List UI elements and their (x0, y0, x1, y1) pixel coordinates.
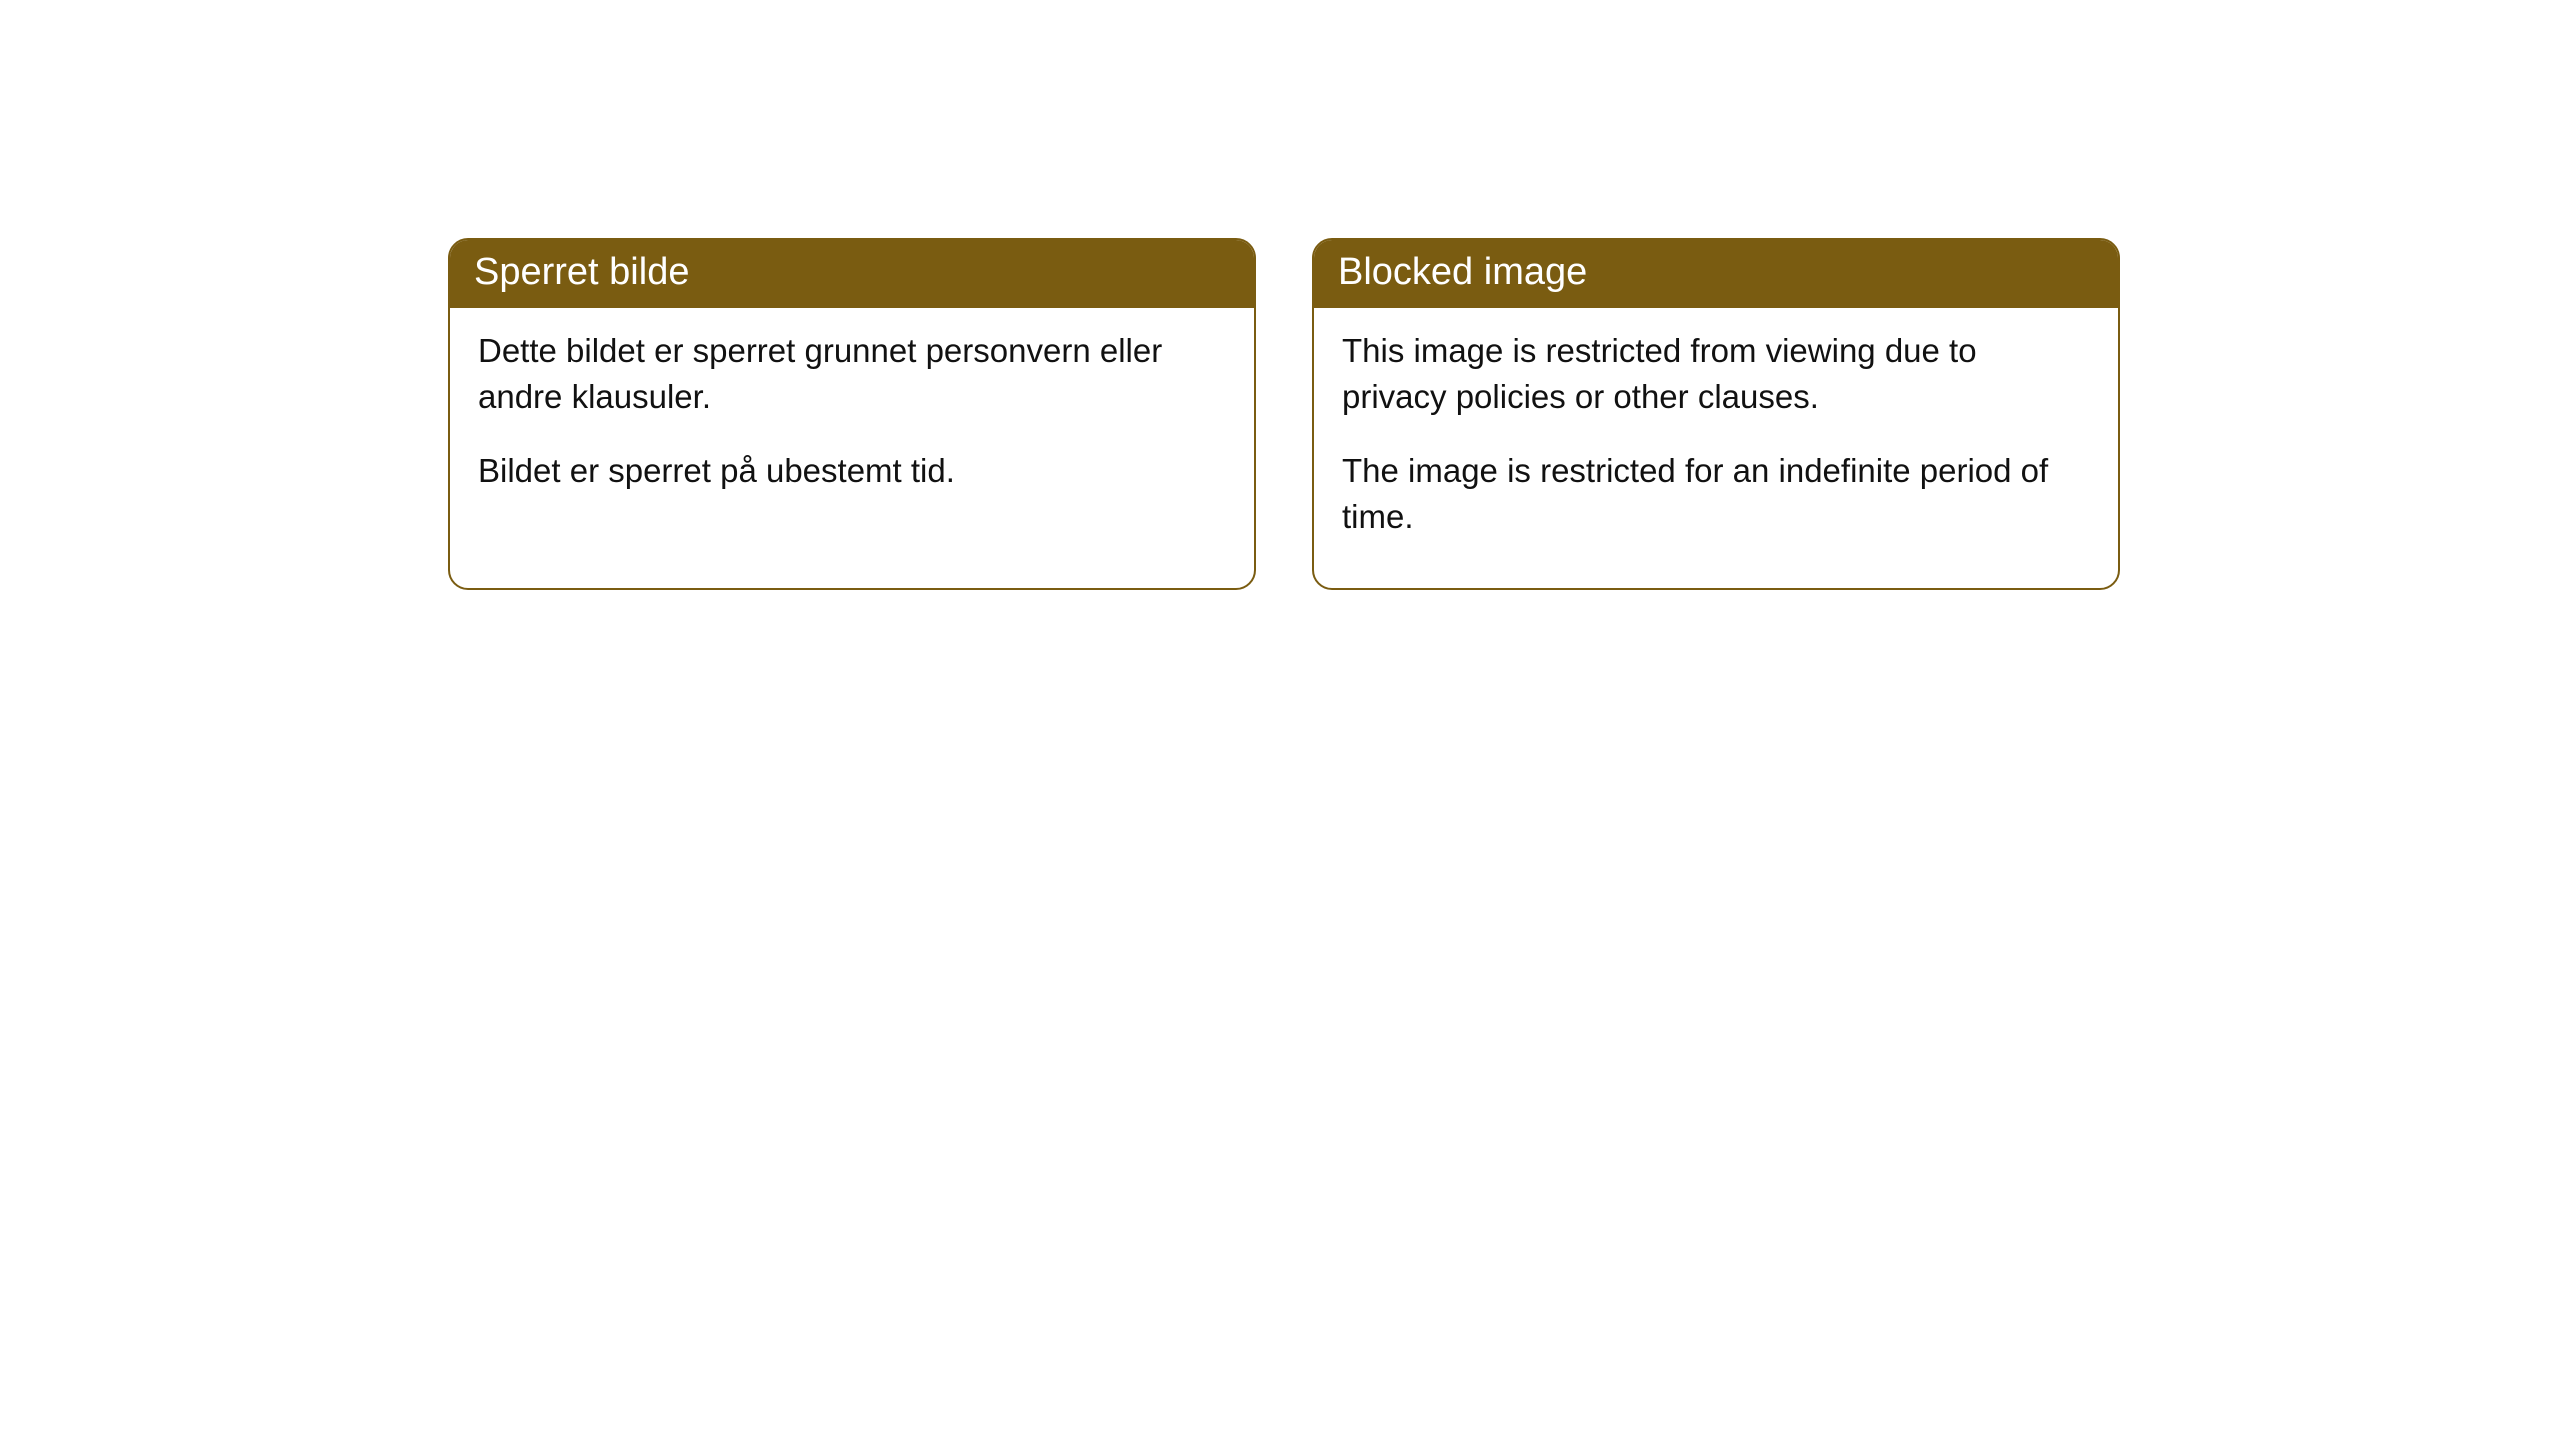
card-title: Sperret bilde (474, 251, 689, 293)
card-paragraph: Dette bildet er sperret grunnet personve… (478, 328, 1226, 420)
card-header: Sperret bilde (450, 240, 1254, 308)
card-body: Dette bildet er sperret grunnet personve… (450, 308, 1254, 543)
card-paragraph: The image is restricted for an indefinit… (1342, 448, 2090, 540)
notice-card-norwegian: Sperret bilde Dette bildet er sperret gr… (448, 238, 1256, 590)
card-title: Blocked image (1338, 251, 1587, 293)
notice-card-english: Blocked image This image is restricted f… (1312, 238, 2120, 590)
card-header: Blocked image (1314, 240, 2118, 308)
card-paragraph: This image is restricted from viewing du… (1342, 328, 2090, 420)
card-paragraph: Bildet er sperret på ubestemt tid. (478, 448, 1226, 494)
card-body: This image is restricted from viewing du… (1314, 308, 2118, 589)
notice-cards-container: Sperret bilde Dette bildet er sperret gr… (448, 238, 2120, 590)
